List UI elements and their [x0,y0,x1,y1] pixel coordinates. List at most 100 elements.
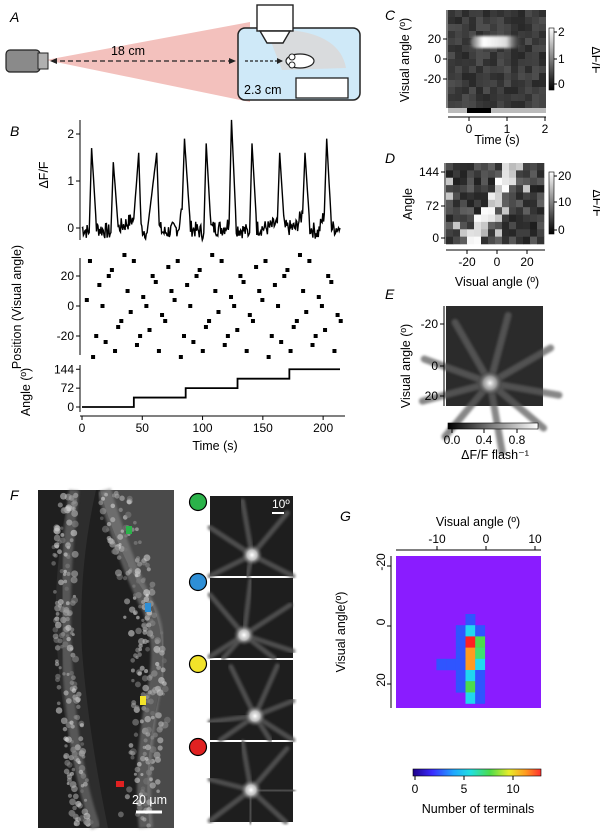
c-pixel [462,24,469,31]
f-speckle [56,684,62,690]
f-speckle [72,805,77,811]
c-pixel [490,31,497,38]
position-dot [232,304,237,308]
f-speckle [110,517,116,523]
panel-b-label: B [10,123,19,139]
d-cell [523,177,531,186]
c-pixel [455,66,462,73]
position-dot [229,295,234,299]
d-cell [453,207,461,215]
f-speckle [136,615,140,620]
g-y-tick-label: -20 [374,553,388,571]
f-speckle [54,525,61,532]
f-speckle [79,723,84,728]
f-speckle [73,822,78,826]
angle-tick-label: 0 [67,400,74,414]
d-cell [495,229,503,237]
position-dot [260,298,265,302]
position-tick-label: -20 [57,329,75,343]
f-speckle [71,688,77,693]
g-cell [465,692,476,704]
c-pixel [532,45,539,52]
c-pixel [462,73,469,80]
f-speckle [143,596,150,603]
c-pixel [462,87,469,94]
f-speckle [69,680,75,686]
g-cell [465,625,476,637]
c-pixel [504,24,511,31]
d-cell [467,221,475,230]
d-cell [488,192,496,201]
marker-dot-red [188,737,208,757]
c-pixel [525,31,532,38]
f-speckle [62,726,68,732]
d-cell [467,177,475,186]
d-cell [446,170,454,179]
g-cell [436,658,447,671]
position-tick-label: 20 [61,269,75,283]
f-speckle [62,641,69,648]
d-cell [502,170,510,179]
d-cell [453,236,461,245]
f-speckle [106,521,112,527]
f-speckle [66,519,73,526]
f-speckle [64,759,71,766]
f-speckle [64,586,69,591]
c-colorbar-label: ΔF/F [589,46,600,73]
position-dot [87,259,92,263]
f-speckle [80,789,84,793]
d-cell [502,192,510,201]
c-pixel [504,87,511,94]
position-dot [160,313,165,317]
f-speckle [148,589,156,596]
f-speckle [134,766,141,773]
d-cell [495,214,503,223]
f-speckle [144,715,151,723]
f-speckle [62,572,67,577]
position-dot [263,259,268,263]
d-cell [509,236,517,245]
time-tick-label: 200 [313,421,333,435]
f-speckle [133,520,137,525]
position-dot [97,283,102,287]
f-speckle [54,645,61,651]
d-colorbar-tick-label: 10 [558,195,572,209]
f-speckle [65,601,70,606]
position-dot [91,355,96,359]
d-cell [537,221,545,230]
f-speckle [69,720,74,725]
c-pixel [448,94,455,101]
d-cell [523,214,531,223]
c-pixel [455,59,462,66]
f-speckle [139,719,144,724]
c-pixel [518,31,525,38]
f-speckle [130,750,136,756]
f-speckle [140,789,145,795]
position-dot [116,325,121,329]
c-colorbar-tick-label: 0 [558,77,565,91]
f-speckle [60,616,67,624]
c-pixel [539,73,546,80]
c-pixel [483,101,490,108]
c-pixel [497,31,504,38]
d-colorbar-label: ΔF/F [590,189,600,216]
position-dot [188,304,193,308]
f-speckle [142,577,146,581]
c-pixel [518,24,525,31]
f-speckle [144,756,149,761]
f-speckle [138,604,142,609]
f-speckle [119,495,125,501]
d-cell [502,221,510,230]
f-speckle [141,600,146,604]
c-pixel [469,101,476,108]
c-pixel [504,66,511,73]
c-pixel [455,38,462,45]
f-speckle [79,748,87,755]
d-cell [446,192,454,201]
f-speckle [156,689,164,696]
f-speckle [135,591,142,599]
c-pixel [511,73,518,80]
c-pixel [455,101,462,108]
d-cell [467,199,475,208]
c-pixel [469,31,476,38]
